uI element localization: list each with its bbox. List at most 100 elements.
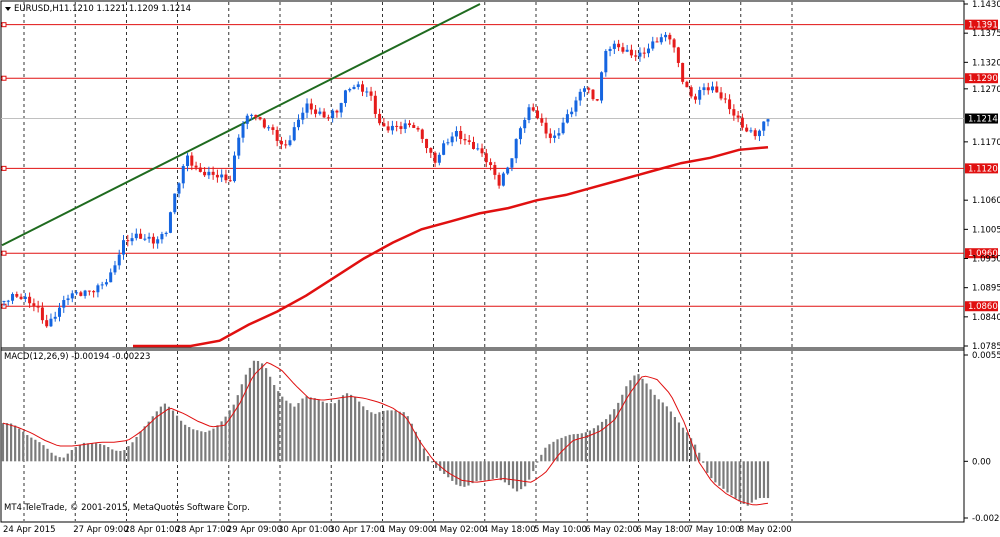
candle-body [220,174,224,178]
candle-body [634,55,638,57]
price-level-tag [965,19,998,30]
price-level-tag [965,163,998,174]
candle-body [75,292,79,294]
candle-body [361,84,365,92]
candle-body [629,49,633,56]
time-tick-label: 28 Apr 01:00 [124,525,179,535]
price-tick-label: 1.1270 [972,85,1000,95]
candle-body [578,91,582,101]
candle-body [711,86,715,91]
candle-body [109,272,113,283]
candle-body [591,89,595,100]
candle-body [617,43,621,48]
candle-body [104,282,108,285]
time-tick-label: 4 May 18:00 [483,525,536,535]
candle-body [297,119,301,128]
candle-body [168,212,172,233]
candle-body [676,47,680,63]
candle-body [681,62,685,82]
candle-body [651,41,655,49]
price-level-tag [965,301,998,312]
trend-line-green[interactable] [1,3,481,247]
price-tick-label: 1.1375 [972,29,1000,39]
time-tick-label: 29 Apr 09:00 [227,525,282,535]
level-handle[interactable] [1,250,7,256]
candle-body [66,298,70,301]
candle-body [365,91,369,93]
price-level-tag-label: 1.0960 [968,249,998,259]
candle-body [250,114,254,116]
time-tick-label: 30 Apr 17:00 [329,525,384,535]
candle-body [198,167,202,172]
candle-body [53,316,57,319]
price-axis: 1.1430 1.1375 1.1320 1.1270 1.1170 1.1060 1.10… [964,0,1000,352]
candle-body [262,119,266,128]
candle-body [390,125,394,131]
candle-body [715,86,719,93]
candle-body [241,123,245,138]
candle-body [646,48,650,54]
candle-body [638,52,642,57]
candle-body [740,117,744,128]
candle-body [587,88,591,90]
candle-body [314,109,318,114]
candle-body [476,148,480,150]
candle-body [139,233,143,239]
candle-body [28,296,32,304]
candle-body [322,111,326,118]
candle-body [604,50,608,73]
candle-body [207,171,211,176]
candle-body [659,37,663,43]
candle-body [553,135,557,138]
symbol-menu-triangle-icon[interactable] [5,7,11,11]
level-handle[interactable] [1,75,7,81]
candle-body [506,167,510,174]
level-handle[interactable] [1,22,7,28]
level-handle[interactable] [1,165,7,171]
candle-body [429,148,433,153]
candle-body [11,294,15,301]
candle-body [493,165,497,175]
candle-body [600,72,604,101]
candle-body [224,174,228,181]
macd-tick-label: -0.00297 [972,514,1000,524]
candle-body [339,103,343,113]
candle-body [728,99,732,110]
price-level-tag-label: 1.1120 [968,164,998,174]
candle-body [702,87,706,91]
time-tick-label: 6 May 18:00 [636,525,689,535]
candle-body [425,138,429,149]
copyright-text: MT4 TeleTrade, © 2001-2015, MetaQuotes S… [4,503,250,513]
time-tick-label: 4 May 02:00 [432,525,485,535]
candle-body [463,138,467,141]
time-tick-label: 1 May 09:00 [380,525,433,535]
horizontal-levels: 1.1391 1.1290 1.1120 1.0960 1.0860 1.1214 [1,19,998,312]
macd-signal-line [2,361,769,506]
candle-body [83,290,87,296]
candle-body [416,127,420,130]
candle-body [271,127,275,130]
candle-body [757,130,761,137]
candle-body [523,119,527,129]
candle-body [57,307,61,317]
candle-body [70,293,74,299]
candle-body [177,183,181,194]
candle-body [79,292,83,296]
candle-body [471,141,475,149]
candle-body [335,110,339,113]
candle-body [6,300,10,302]
candle-body [689,87,693,97]
price-tick-label: 1.1320 [972,58,1000,68]
macd-tick-label: 0.00557 [972,351,1000,361]
candle-body [134,233,138,239]
candle-body [655,41,659,43]
candle-body [275,129,279,141]
candle-body [87,290,91,292]
candle-body [356,84,360,87]
price-tick-label: 1.0840 [972,313,1000,323]
candle-body [442,143,446,155]
candle-body [484,153,488,163]
time-tick-label: 24 Apr 2015 [3,525,56,535]
candle-body [450,136,454,143]
